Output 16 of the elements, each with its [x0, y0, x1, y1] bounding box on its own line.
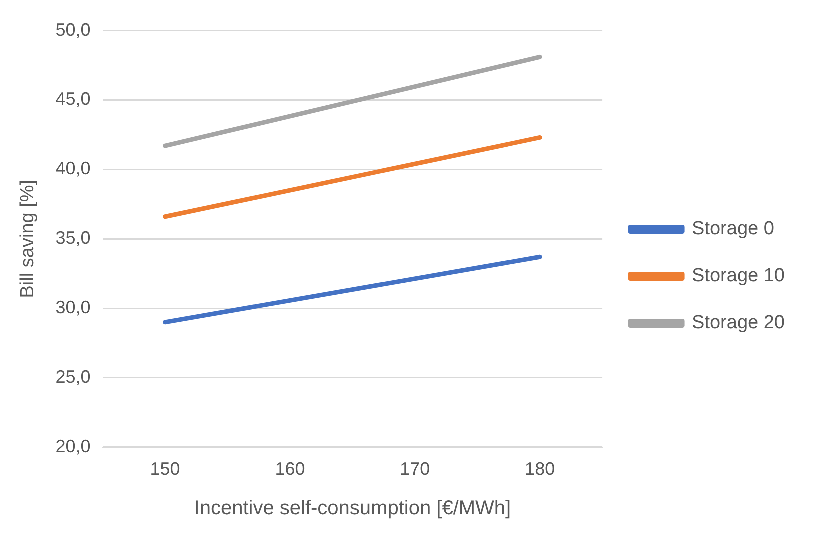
- y-tick-label: 50,0: [56, 20, 91, 40]
- x-tick-label: 160: [275, 459, 306, 480]
- x-tick-label: 180: [525, 459, 556, 480]
- legend-label: Storage 0: [692, 218, 774, 240]
- x-tick-label: 170: [400, 459, 430, 480]
- y-tick-label: 40,0: [56, 158, 91, 179]
- y-tick-label: 20,0: [56, 436, 91, 456]
- x-tick-label: 150: [150, 459, 180, 480]
- y-tick-label: 35,0: [56, 228, 91, 248]
- legend-label: Storage 10: [692, 266, 786, 287]
- y-tick-label: 30,0: [56, 298, 91, 318]
- legend-label: Storage 20: [692, 312, 786, 334]
- y-tick-label: 45,0: [56, 89, 91, 110]
- y-tick-label: 25,0: [56, 366, 91, 387]
- y-axis-title: Bill saving [%]: [18, 180, 39, 298]
- x-axis-title: Incentive self-consumption [€/MWh]: [194, 498, 512, 520]
